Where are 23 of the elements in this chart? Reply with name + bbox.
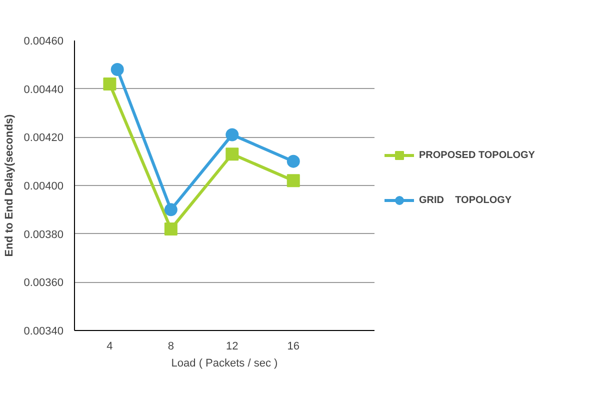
x-tick-label: 8	[168, 340, 174, 352]
y-tick-label: 0.00380	[24, 228, 64, 241]
y-tick-label: 0.00420	[24, 132, 64, 144]
y-axis-title: End to End Delay(seconds)	[4, 114, 16, 257]
y-tick-label: 0.00460	[24, 36, 64, 48]
x-tick-label: 16	[287, 340, 300, 352]
x-tick-label: 12	[226, 340, 238, 352]
legend-label: GRID TOPOLOGY	[419, 194, 512, 206]
point	[110, 63, 124, 76]
legend-label: PROPOSED TOPOLOGY	[419, 150, 535, 160]
point	[164, 203, 178, 216]
y-tick-label: 0.00360	[24, 277, 64, 290]
y-tick-label: 0.00440	[24, 84, 64, 96]
x-axis-title: Load ( Packets / sec )	[171, 358, 278, 370]
point	[226, 148, 239, 161]
point	[164, 222, 178, 236]
point	[103, 78, 116, 90]
y-tick-label: 0.00340	[24, 326, 64, 338]
x-tick-label: 4	[106, 340, 113, 352]
point	[286, 154, 300, 168]
point	[286, 174, 300, 188]
y-tick-label: 0.00400	[24, 180, 64, 192]
point	[226, 128, 239, 142]
